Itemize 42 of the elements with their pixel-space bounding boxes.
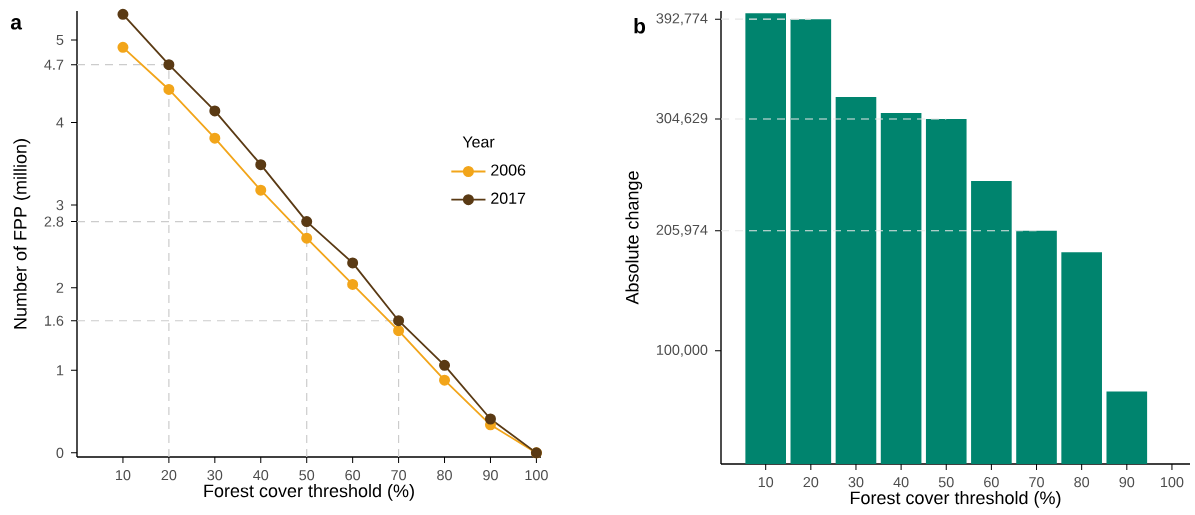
y-tick-label: 392,774 xyxy=(656,13,708,26)
x-tick-label: 80 xyxy=(1074,477,1090,488)
x-tick-label: 10 xyxy=(758,477,774,488)
x-tick-label: 40 xyxy=(253,470,269,481)
x-tick-label: 20 xyxy=(161,470,177,481)
y-tick-label: 205,974 xyxy=(656,224,708,237)
y-tick-label: 5 xyxy=(56,34,64,45)
y-axis-title: Absolute change xyxy=(625,171,643,305)
x-tick-label: 10 xyxy=(116,470,131,481)
chart-title: b xyxy=(634,18,646,34)
x-tick-label: 100 xyxy=(525,470,548,481)
y-tick-label: 1 xyxy=(57,365,64,376)
x-tick-label: 20 xyxy=(803,477,819,488)
x-tick-label: 80 xyxy=(437,470,452,481)
x-tick-label: 30 xyxy=(207,470,223,481)
x-tick-label: 60 xyxy=(984,477,999,488)
y-tick-label: 4.7 xyxy=(44,59,64,70)
y-tick-label: 3 xyxy=(56,200,64,211)
chart-title: a xyxy=(10,18,23,30)
x-axis-title: Forest cover threshold (%) xyxy=(850,490,1061,508)
y-tick-label: 0 xyxy=(56,447,64,458)
y-axis-title: Number of FPP (million) xyxy=(13,139,31,329)
x-tick-label: 60 xyxy=(345,470,361,481)
x-axis-title: Forest cover threshold (%) xyxy=(204,483,414,501)
x-tick-label: 70 xyxy=(391,470,407,481)
x-tick-label: 50 xyxy=(299,470,315,481)
x-tick-label: 100 xyxy=(1161,477,1184,488)
x-tick-label: 50 xyxy=(938,477,954,488)
legend-label: 2006 xyxy=(491,164,526,176)
legend-label: 2017 xyxy=(491,192,526,204)
x-tick-label: 90 xyxy=(1119,477,1135,488)
legend-title: Year xyxy=(462,136,495,148)
x-tick-label: 30 xyxy=(848,477,864,488)
y-tick-label: 2 xyxy=(56,282,64,293)
y-tick-label: 1.6 xyxy=(45,315,64,326)
y-tick-label: 2.8 xyxy=(44,216,64,227)
x-tick-label: 70 xyxy=(1029,477,1044,488)
y-tick-label: 100,000 xyxy=(656,344,708,357)
x-tick-label: 40 xyxy=(893,477,909,488)
y-tick-label: 4 xyxy=(56,117,64,128)
y-tick-label: 304,629 xyxy=(656,113,708,125)
x-tick-label: 90 xyxy=(483,470,498,481)
